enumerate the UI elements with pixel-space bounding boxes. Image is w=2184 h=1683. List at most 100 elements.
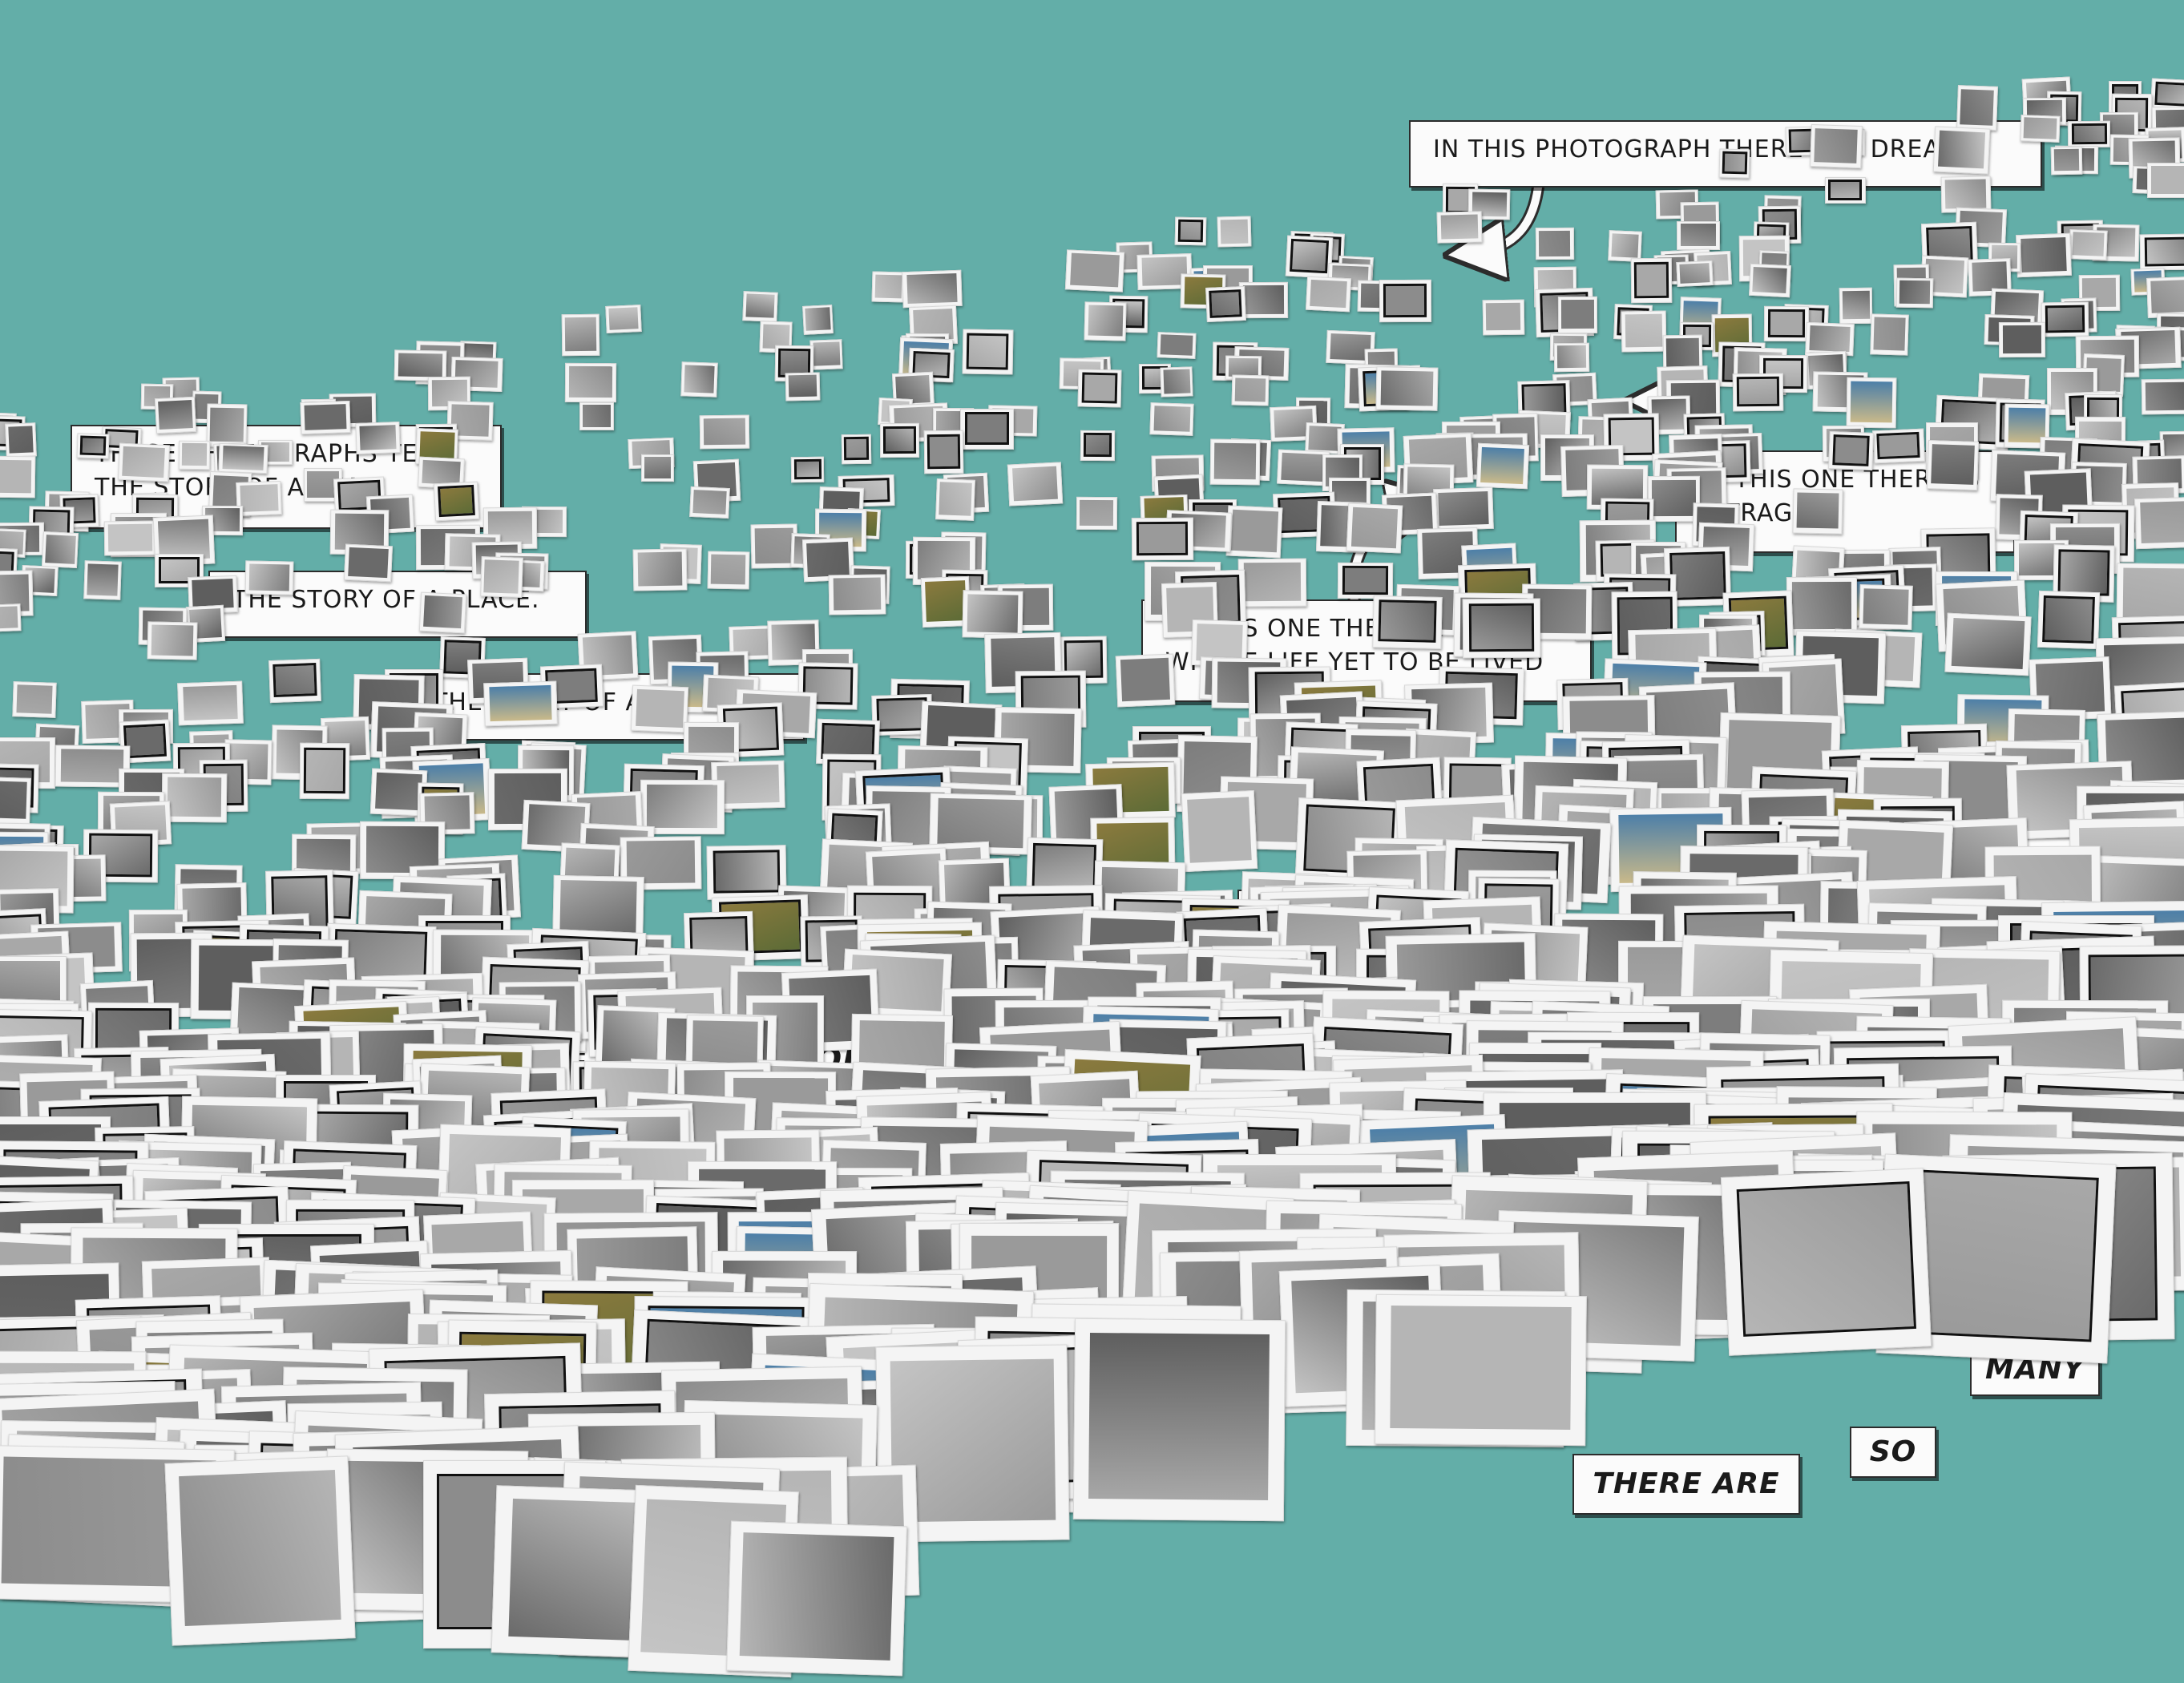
photo-image — [2144, 236, 2184, 267]
photo — [1998, 322, 2045, 358]
photo — [1677, 221, 1721, 251]
photo — [564, 362, 616, 403]
photo — [1956, 84, 1998, 131]
photo — [1131, 517, 1193, 561]
photo — [76, 433, 109, 459]
photo — [1621, 310, 1667, 352]
photo-image — [151, 624, 194, 656]
photo-image — [483, 560, 519, 594]
photo-image — [966, 333, 1009, 370]
photo — [344, 543, 393, 583]
photo — [2142, 378, 2184, 415]
photo-image — [1611, 233, 1640, 259]
photo-image — [2139, 500, 2184, 543]
photo-image — [1851, 381, 1893, 423]
photo — [2146, 276, 2184, 318]
photo-image — [1220, 218, 1249, 244]
photo-image — [1342, 565, 1389, 595]
photo — [1871, 428, 1925, 464]
photo — [1932, 126, 1990, 176]
photo-image — [527, 804, 586, 848]
photo-image — [1209, 289, 1243, 318]
photo — [300, 400, 351, 434]
photo — [1379, 279, 1431, 322]
photo-image — [1556, 345, 1586, 369]
photo — [842, 434, 872, 465]
photo — [1482, 299, 1524, 335]
photo-image — [61, 749, 124, 783]
photo-image — [717, 765, 780, 805]
photo — [103, 520, 157, 555]
photo — [1372, 595, 1443, 649]
photo-image — [1539, 230, 1571, 256]
photo-image — [1177, 219, 1204, 242]
photo — [1786, 576, 1858, 636]
photo-image — [1011, 465, 1058, 502]
photo-image — [1814, 128, 1858, 164]
photo-image — [249, 563, 290, 591]
photo-image — [883, 426, 917, 454]
photo — [1630, 258, 1673, 305]
photo — [1859, 583, 1913, 630]
photo-image — [1468, 603, 1535, 652]
photo — [1847, 377, 1898, 429]
photo — [1174, 216, 1206, 246]
photo-image — [1088, 305, 1124, 337]
photo-image — [2042, 595, 2095, 644]
photo-image — [582, 405, 612, 428]
photo-image — [568, 365, 612, 398]
photo — [879, 422, 920, 458]
photo-image — [1831, 434, 1870, 466]
photo — [2020, 114, 2061, 143]
photo-image — [0, 606, 18, 628]
photo-image — [684, 365, 715, 394]
photo-image — [272, 663, 317, 698]
photo — [726, 1520, 907, 1677]
photo — [1238, 558, 1307, 607]
photo — [218, 443, 268, 474]
photo-image — [874, 274, 902, 300]
photo-image — [2057, 549, 2110, 597]
photo — [935, 478, 976, 522]
photo — [1895, 277, 1933, 309]
photo — [0, 455, 35, 498]
photo-image — [927, 433, 961, 469]
photo — [4, 422, 37, 458]
photo-image — [1234, 377, 1266, 402]
photo-image — [1390, 1305, 1572, 1430]
photo-image — [793, 458, 822, 479]
photo — [12, 681, 57, 719]
photo — [162, 773, 228, 822]
photo — [630, 684, 689, 733]
photo-image — [692, 489, 727, 515]
photo — [483, 680, 559, 726]
photo-image — [939, 482, 972, 517]
photo — [1647, 475, 1701, 522]
photo-image — [1561, 299, 1595, 329]
photo-image — [0, 780, 28, 819]
photo-image — [209, 407, 244, 443]
photo-image — [2150, 280, 2184, 313]
photo-image — [1679, 263, 1710, 285]
photo — [785, 372, 820, 401]
photo — [2037, 590, 2101, 650]
photo — [2069, 229, 2109, 260]
photo — [1337, 562, 1394, 599]
photo — [742, 291, 778, 322]
photo — [1346, 502, 1403, 554]
photo-image — [1767, 309, 1806, 338]
photo — [828, 574, 886, 615]
photo-image — [158, 400, 193, 430]
photo-image — [1281, 452, 1326, 482]
photo — [1374, 1294, 1587, 1446]
word-so: So — [1850, 1427, 1936, 1478]
photo-image — [1809, 325, 1851, 353]
photo-image — [182, 684, 238, 720]
photo-image — [636, 551, 683, 586]
photo — [2134, 496, 2184, 550]
photo-image — [2122, 568, 2184, 621]
photo-image — [1081, 372, 1118, 404]
photo-image — [1651, 479, 1696, 517]
photo — [355, 422, 401, 454]
